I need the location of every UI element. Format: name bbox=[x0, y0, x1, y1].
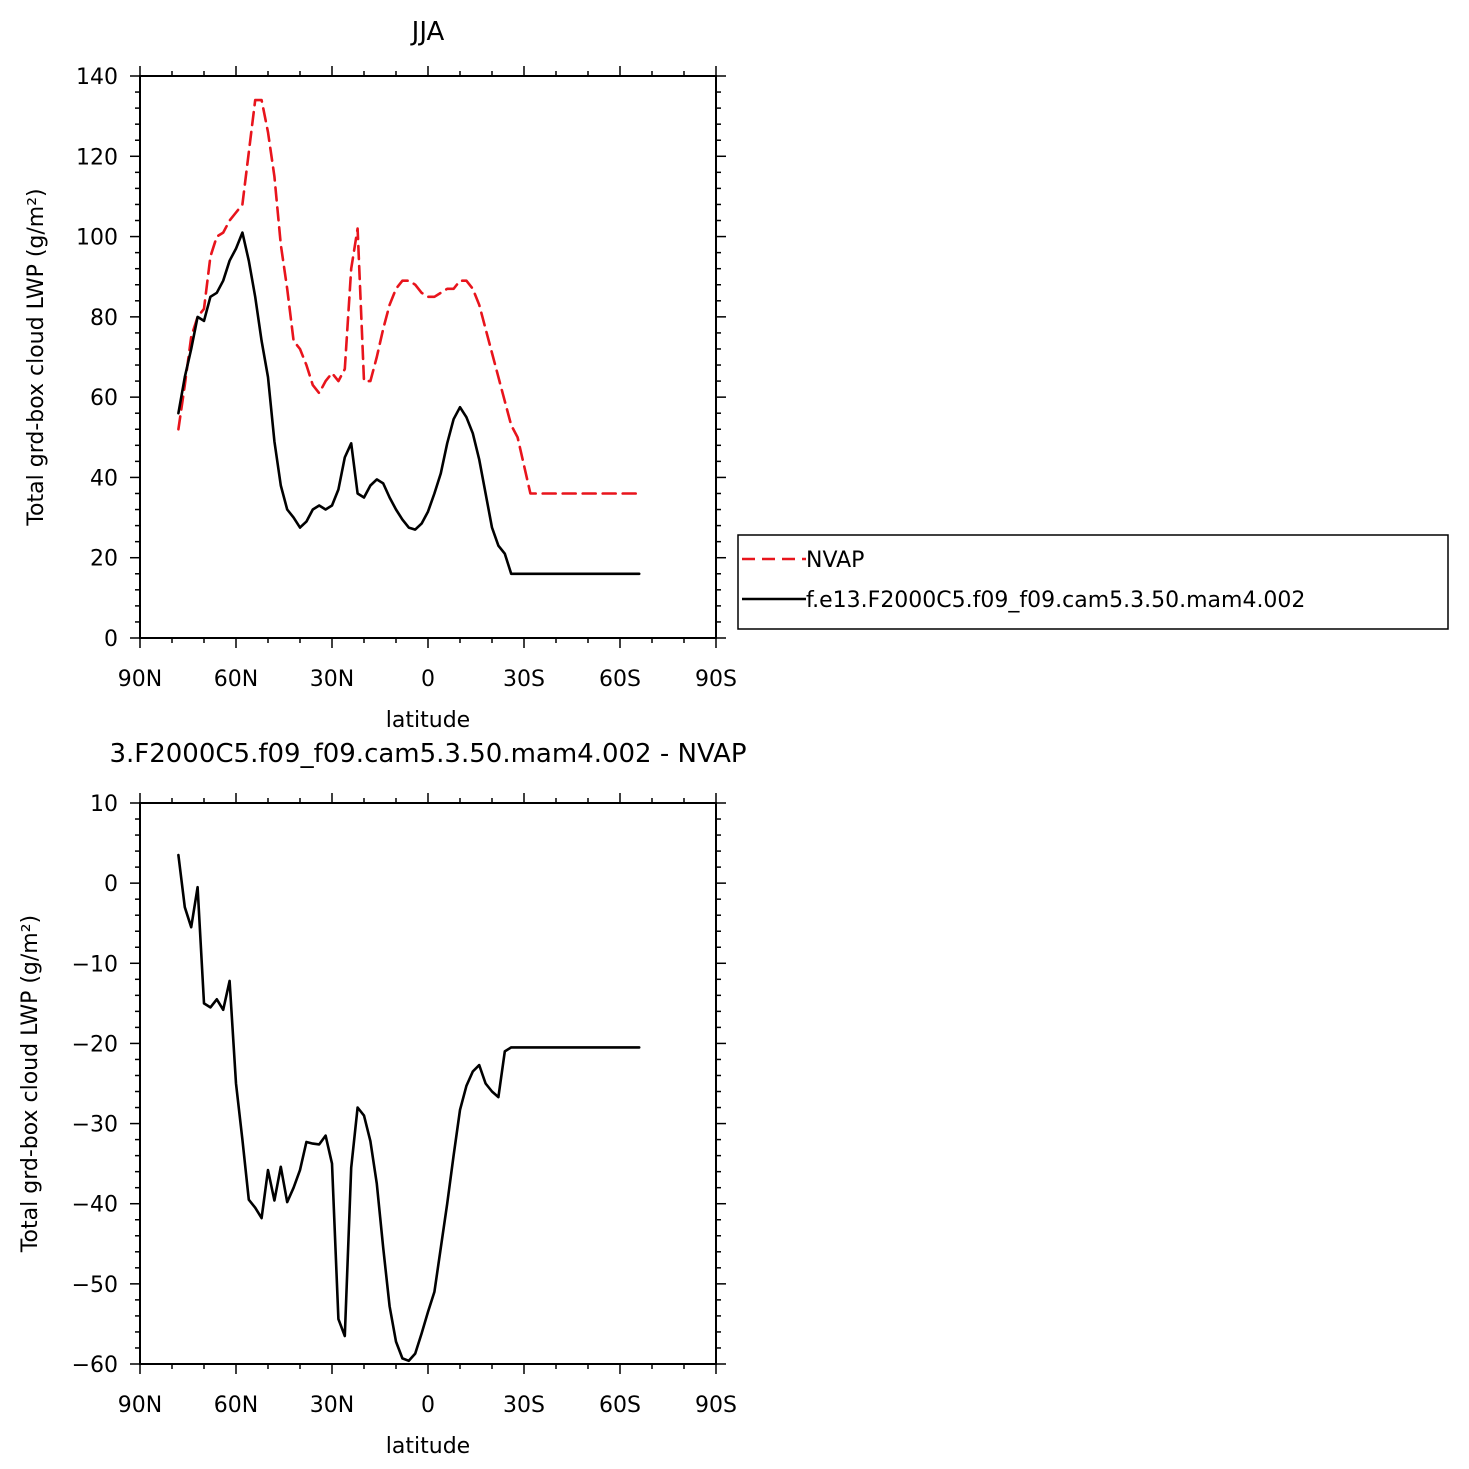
x-tick-label: 30N bbox=[310, 667, 354, 692]
y-axis: −60 −50 −40 −30 −20 −10 0 10 bbox=[72, 792, 726, 1378]
y-tick-label: 120 bbox=[76, 145, 118, 170]
chart-panel-2: 3.F2000C5.f09_f09.cam5.3.50.mam4.002 - N… bbox=[18, 739, 747, 1459]
y-tick-label: 0 bbox=[104, 627, 118, 652]
y-axis-label: Total grd-box cloud LWP (g/m²) bbox=[24, 188, 49, 526]
y-tick-label: 60 bbox=[90, 386, 118, 411]
chart-title: 3.F2000C5.f09_f09.cam5.3.50.mam4.002 - N… bbox=[109, 739, 746, 769]
y-tick-label: −10 bbox=[72, 952, 118, 977]
series-line-2 bbox=[177, 231, 641, 576]
plot-frame bbox=[139, 75, 717, 639]
legend-label: f.e13.F2000C5.f09_f09.cam5.3.50.mam4.002 bbox=[806, 588, 1305, 613]
y-tick-label: −50 bbox=[72, 1273, 118, 1298]
y-axis-label: Total grd-box cloud LWP (g/m²) bbox=[18, 915, 43, 1253]
legend-label: NVAP bbox=[806, 548, 864, 573]
x-axis-label: latitude bbox=[386, 708, 470, 733]
series-line-1 bbox=[177, 98, 641, 495]
y-tick-label: 0 bbox=[104, 872, 118, 897]
x-tick-label: 90S bbox=[695, 1393, 737, 1418]
x-tick-label: 60S bbox=[599, 667, 641, 692]
y-tick-label: 10 bbox=[90, 792, 118, 817]
y-tick-label: −20 bbox=[72, 1032, 118, 1057]
y-tick-label: 100 bbox=[76, 226, 118, 251]
x-tick-label: 60N bbox=[214, 1393, 258, 1418]
x-axis: 90N 60N 30N 0 30S 60S 90S bbox=[118, 793, 737, 1418]
x-tick-label: 60S bbox=[599, 1393, 641, 1418]
x-axis: 90N 60N 30N 0 30S 60S 90S bbox=[118, 66, 737, 692]
chart-panels: JJA 90N 60N 30N 0 30S 60S 90S latitude 0 20 40 60 80 1… bbox=[18, 17, 1449, 1459]
y-tick-label: −60 bbox=[72, 1353, 118, 1378]
x-tick-label: 0 bbox=[421, 667, 435, 692]
x-tick-label: 0 bbox=[421, 1393, 435, 1418]
x-tick-label: 30S bbox=[503, 1393, 545, 1418]
plot-frame bbox=[139, 802, 717, 1365]
y-tick-label: 20 bbox=[90, 547, 118, 572]
x-tick-label: 30S bbox=[503, 667, 545, 692]
x-tick-label: 90S bbox=[695, 667, 737, 692]
y-tick-label: 80 bbox=[90, 306, 118, 331]
y-axis: 0 20 40 60 80 100 120 140 bbox=[76, 65, 726, 652]
y-tick-label: −30 bbox=[72, 1113, 118, 1138]
legend: NVAP f.e13.F2000C5.f09_f09.cam5.3.50.mam4… bbox=[737, 534, 1449, 630]
series-line-1 bbox=[177, 853, 641, 1363]
y-tick-label: 140 bbox=[76, 65, 118, 90]
chart-panel-1: JJA 90N 60N 30N 0 30S 60S 90S latitude 0 20 40 60 80 1… bbox=[24, 17, 1449, 733]
y-tick-label: −40 bbox=[72, 1193, 118, 1218]
legend-box bbox=[737, 534, 1449, 630]
x-tick-label: 30N bbox=[310, 1393, 354, 1418]
x-tick-label: 90N bbox=[118, 667, 162, 692]
y-tick-label: 40 bbox=[90, 466, 118, 491]
x-tick-label: 90N bbox=[118, 1393, 162, 1418]
chart-title: JJA bbox=[410, 17, 445, 47]
x-tick-label: 60N bbox=[214, 667, 258, 692]
x-axis-label: latitude bbox=[386, 1434, 470, 1459]
